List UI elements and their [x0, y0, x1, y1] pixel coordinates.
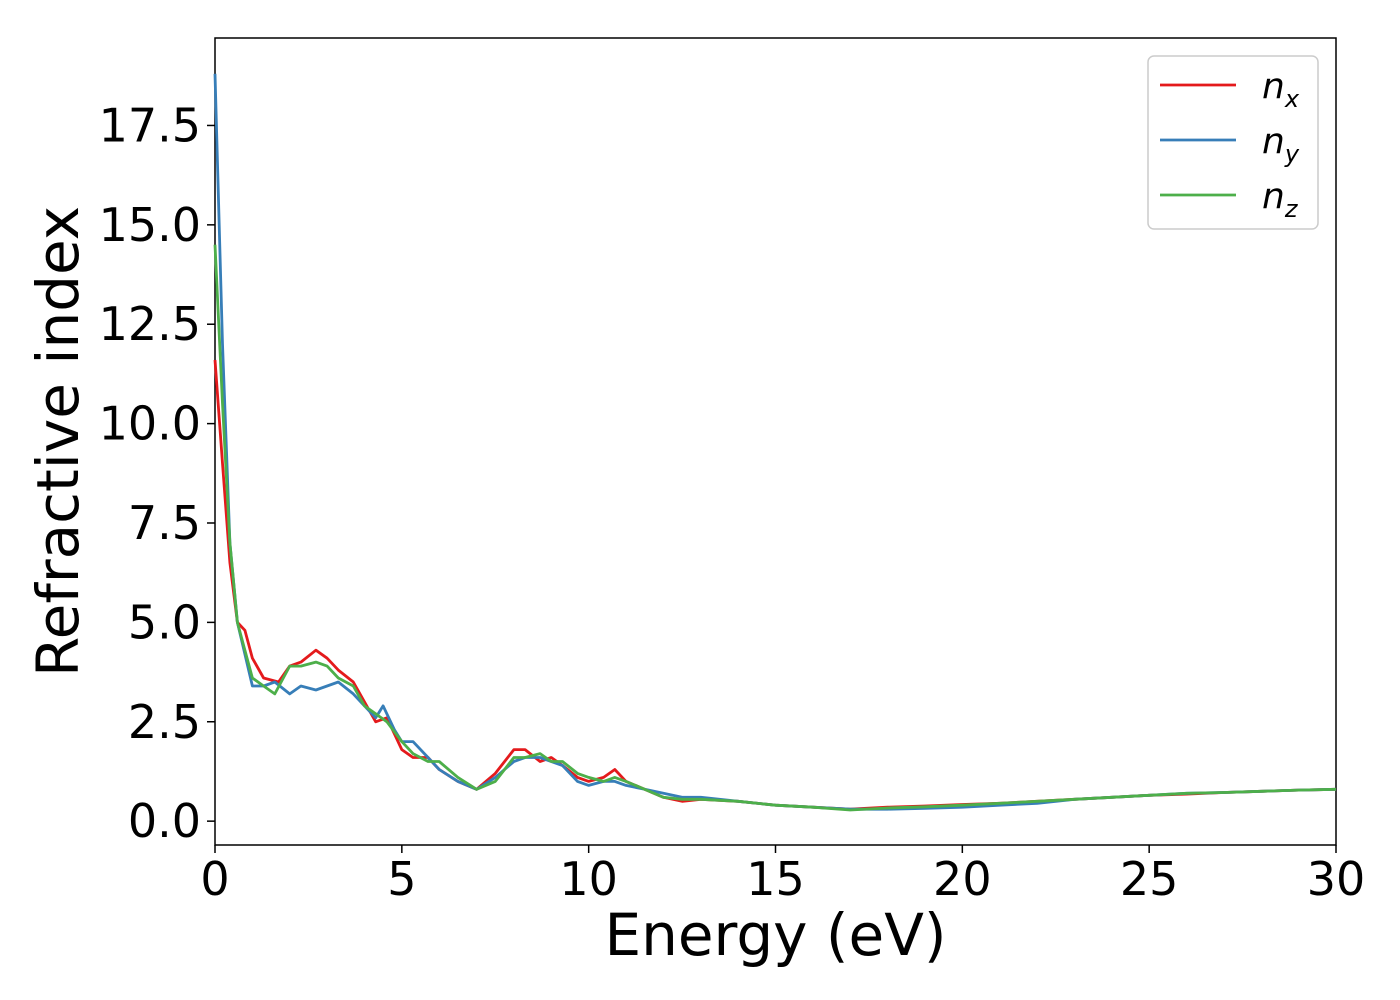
x-tick-label: 0	[200, 852, 229, 906]
x-tick-label: 20	[933, 852, 992, 906]
x-tick-label: 5	[387, 852, 416, 906]
x-tick-label: 10	[559, 852, 618, 906]
x-tick-label: 30	[1307, 852, 1366, 906]
legend-label-nx: nx	[1262, 66, 1300, 113]
y-tick-label: 7.5	[128, 496, 201, 550]
legend-frame	[1147, 55, 1319, 230]
x-axis-label: Energy (eV)	[604, 901, 946, 969]
y-tick-label: 5.0	[128, 595, 201, 649]
x-tick-label: 25	[1120, 852, 1179, 906]
series-lines	[213, 73, 1337, 812]
y-tick-label: 2.5	[128, 695, 201, 749]
y-axis: 0.0 2.5 5.0 7.5 10.0 12.5 15.0 17.5	[99, 98, 215, 848]
x-tick-label: 15	[746, 852, 805, 906]
series-line-ny	[213, 73, 1337, 811]
legend: nx ny nz	[1147, 55, 1319, 230]
series-line-nz	[213, 244, 1337, 812]
y-tick-label: 17.5	[99, 98, 201, 152]
legend-label-ny: ny	[1262, 121, 1300, 168]
y-tick-label: 15.0	[99, 198, 201, 252]
y-tick-label: 12.5	[99, 297, 201, 351]
y-tick-label: 0.0	[128, 794, 201, 848]
y-axis-label: Refractive index	[24, 206, 92, 677]
y-tick-label: 10.0	[99, 397, 201, 451]
x-axis: 0 5 10 15 20 25 30	[200, 845, 1365, 906]
legend-label-nz: nz	[1262, 176, 1299, 223]
